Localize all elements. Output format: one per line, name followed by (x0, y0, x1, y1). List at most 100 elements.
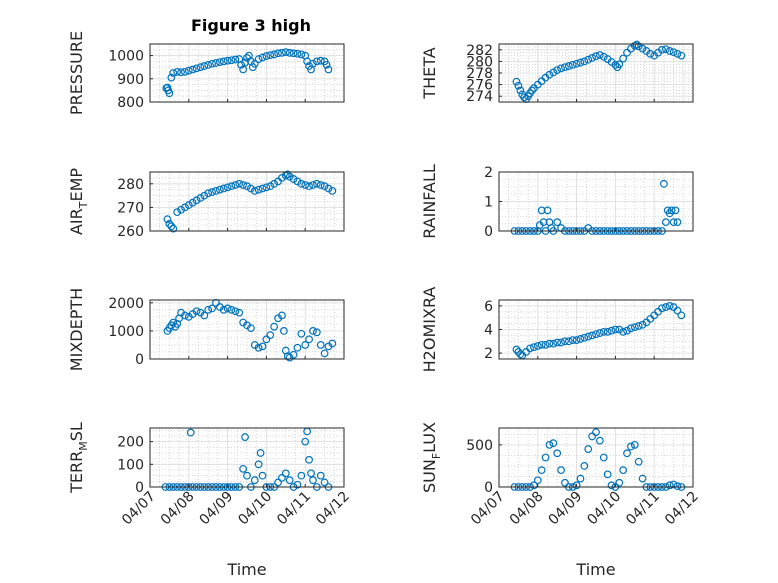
subplot-h2omixra: 2 4 6 H2OMIXRA (420, 287, 694, 372)
data-point (208, 304, 216, 313)
data-point (293, 177, 302, 186)
data-point (192, 196, 201, 205)
data-point (258, 53, 267, 62)
data-point (545, 440, 554, 449)
data-point (553, 218, 562, 227)
data-point (283, 170, 292, 179)
data-point (309, 181, 317, 189)
data-point (192, 64, 201, 73)
data-point (638, 44, 647, 53)
data-point (223, 56, 232, 65)
data-point (270, 50, 279, 59)
data-point (254, 55, 263, 63)
data-point (165, 220, 174, 228)
data-point (638, 320, 647, 329)
data-point (549, 68, 558, 77)
data-point (553, 338, 562, 347)
data-point (516, 86, 525, 95)
y-tick-label: 900 (117, 72, 144, 88)
y-tick-label: 4 (484, 323, 493, 339)
data-point (528, 86, 536, 95)
data-point (227, 182, 236, 191)
data-point (588, 54, 597, 62)
data-point (673, 49, 682, 58)
data-point (539, 218, 548, 227)
data-point (584, 55, 593, 64)
data-point (572, 336, 581, 345)
data-point (530, 481, 538, 490)
data-point (537, 206, 546, 215)
data-point (592, 428, 600, 437)
data-point (274, 478, 282, 487)
x-tick-label: 04/12 (313, 489, 353, 529)
y-tick-label: 278 (466, 66, 493, 82)
data-point (545, 70, 554, 79)
data-point (541, 453, 550, 462)
data-point (258, 184, 267, 193)
y-tick-label: 6 (484, 299, 493, 315)
data-point (227, 56, 236, 65)
data-point (309, 59, 317, 68)
data-point (669, 480, 678, 489)
data-point (215, 185, 224, 194)
y-tick-label: 1000 (108, 49, 144, 65)
data-point (231, 307, 240, 316)
data-point (208, 59, 216, 68)
data-point (677, 51, 686, 60)
data-point (607, 481, 616, 490)
data-point (297, 329, 306, 338)
data-point (219, 305, 228, 314)
data-point (673, 482, 682, 491)
x-axis-label: Time (575, 560, 615, 579)
data-point (316, 56, 325, 65)
axes-frame (149, 43, 345, 103)
data-point (169, 224, 178, 233)
data-point (305, 455, 313, 464)
data-point (599, 453, 608, 462)
data-point (239, 181, 248, 189)
data-point (278, 311, 286, 320)
data-point (580, 333, 589, 342)
subplot-air_temp: 260 270 280 AIRTEMP (67, 168, 345, 240)
data-point (192, 307, 201, 316)
y-tick-label: 0 (135, 352, 144, 368)
data-point (623, 48, 631, 57)
data-point (328, 339, 337, 348)
data-point (254, 185, 263, 194)
data-point (568, 336, 577, 345)
data-point (603, 470, 612, 479)
data-point (584, 332, 593, 341)
data-point (243, 471, 251, 480)
data-point (541, 340, 550, 349)
data-point (184, 201, 193, 209)
data-point (588, 432, 597, 441)
data-point (660, 179, 668, 188)
data-point (204, 305, 213, 314)
data-point (553, 66, 562, 74)
data-point (266, 331, 275, 340)
data-point (673, 218, 682, 227)
data-point (627, 442, 635, 451)
data-point (231, 55, 240, 64)
data-point (241, 433, 249, 441)
data-point (293, 480, 302, 489)
data-point (169, 318, 178, 327)
data-point (167, 73, 176, 82)
data-point (661, 218, 670, 227)
y-tick-label: 1000 (108, 324, 144, 340)
data-point (669, 48, 678, 57)
x-axis-label: Time (226, 560, 266, 579)
y-axis-label: AIRTEMP (67, 168, 90, 235)
data-point (250, 186, 259, 195)
y-tick-label: 1 (484, 195, 493, 211)
data-point (658, 304, 666, 313)
data-point (545, 339, 554, 348)
data-point (301, 181, 310, 189)
data-point (592, 52, 600, 61)
data-point (266, 182, 275, 191)
data-point (177, 68, 185, 77)
data-point (239, 464, 248, 473)
subplot-rainfall: 0 1 2 RAINFALL (420, 164, 694, 240)
data-point (212, 59, 220, 67)
